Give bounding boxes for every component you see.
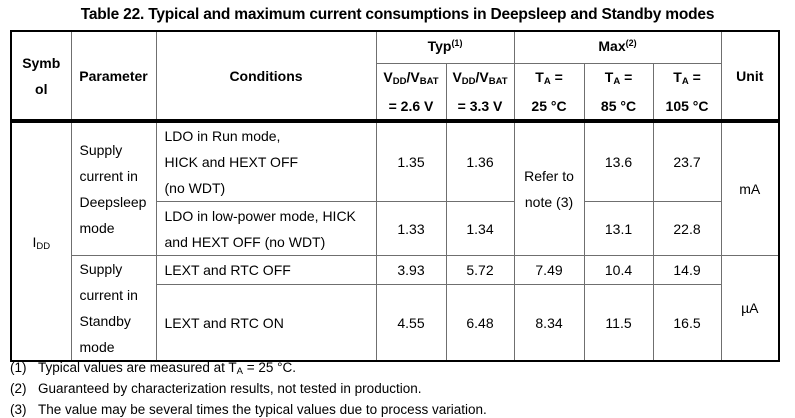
header-ta-105: TA = 105 °C [652,62,722,122]
t-symbol: T [535,68,544,85]
cell-conditions-rtc-on: LEXT and RTC ON [155,284,377,362]
a-subscript: A [681,75,689,87]
cell-max25-standby-on: 8.34 [513,284,585,362]
header-vdd-2v6: VDD/VBAT = 2.6 V [375,62,447,122]
header-symbol: Symb ol [10,30,72,122]
cell-max85-standby-off: 10.4 [583,254,654,286]
footnote-text: Guaranteed by characterization results, … [38,381,421,396]
table-row-deepsleep-run: IDD Supply current in Deepsleep mode LDO… [10,119,780,362]
cell-max105-standby-off: 14.9 [652,254,722,286]
cell-typ33-standby-on: 6.48 [445,284,515,362]
cell-max85-deepsleep-run: 13.6 [583,119,654,202]
table-row-standby-rtc-off: Supply current in Standby mode LEXT and … [11,254,780,362]
v-symbol: /V [475,68,489,85]
cell-max85-deepsleep-lp: 13.1 [583,201,654,256]
max-footnote-ref: (2) [625,38,637,49]
header-max-group: Max(2) [513,30,722,64]
header-parameter: Parameter [70,30,157,122]
temperature-value: 105 °C [665,97,709,114]
cell-typ33-standby-off: 5.72 [445,254,515,286]
ta-label: TA = [515,64,583,93]
bat-subscript: BAT [419,75,439,87]
footnote-text: Typical values are measured at TA = 25 °… [38,360,297,377]
footnote-number: (2) [10,381,27,396]
footnote-number: (3) [10,402,27,417]
footnote-text-pre: Typical values are measured at T [38,360,237,375]
footnote-text-pre: The value may be several times the typic… [38,402,487,417]
a-subscript: A [613,75,621,87]
vdd-vbat-label: VDD/VBAT [377,64,445,93]
cell-max85-standby-on: 11.5 [583,284,654,362]
header-conditions: Conditions [155,30,377,122]
cell-typ26-deepsleep-lp: 1.33 [375,201,447,256]
ta-label: TA = [585,64,652,93]
dd-subscript: DD [392,75,407,87]
cell-conditions-run-mode: LDO in Run mode, HICK and HEXT OFF (no W… [155,119,377,202]
table-title: Table 22. Typical and maximum current co… [80,6,715,23]
cell-max105-deepsleep-lp: 22.8 [652,201,722,256]
cell-conditions-lowpower-mode: LDO in low-power mode, HICK and HEXT OFF… [155,201,377,256]
footnote-text: The value may be several times the typic… [38,402,487,417]
footnote-2: (2) Guaranteed by characterization result… [10,379,487,400]
cell-symbol-idd: IDD [10,119,72,362]
a-subscript: A [543,75,551,87]
t-symbol: T [673,68,682,85]
cell-unit-ua: µA [720,255,780,362]
v-symbol: V [383,68,393,85]
header-typ-group: Typ(1) [375,30,515,64]
cell-max25-standby-off: 7.49 [513,254,585,286]
cell-typ26-standby-on: 4.55 [375,284,447,362]
max-label: Max [598,38,626,55]
typ-footnote-ref: (1) [451,38,463,49]
a-subscript: A [236,366,243,377]
consumption-table: Symb ol Parameter Conditions Typ(1) Max(… [10,30,781,362]
v-symbol: /V [406,68,420,85]
header-ta-85: TA = 85 °C [583,62,654,122]
cell-max25-refer-note: Refer to note (3) [513,119,585,256]
footnote-text-post: = 25 °C. [242,360,297,375]
bat-subscript: BAT [488,75,508,87]
header-unit: Unit [720,30,780,122]
dd-subscript: DD [461,75,476,87]
cell-typ26-deepsleep-run: 1.35 [375,119,447,202]
t-symbol: T [604,68,614,85]
footnote-1: (1) Typical values are measured at TA = 2… [10,358,487,379]
cell-parameter-standby: Supply current in Standby mode [70,255,157,362]
table-row-deepsleep-lowpower: LDO in low-power mode, HICK and HEXT OFF… [11,201,779,256]
header-vdd-3v3: VDD/VBAT = 3.3 V [445,62,515,122]
footnote-text-pre: Guaranteed by characterization results, … [38,381,422,396]
cell-typ26-standby-off: 3.93 [375,254,447,286]
equals-sign: = [620,68,633,85]
header-ta-25: TA = 25 °C [513,62,585,122]
voltage-value: = 2.6 V [388,97,434,114]
footnote-3: (3) The value may be several times the ty… [10,400,487,418]
equals-sign: = [688,68,701,85]
equals-sign: = [550,68,563,85]
v-symbol: V [452,68,462,85]
footnotes-block: (1) Typical values are measured at TA = 2… [10,358,487,418]
cell-conditions-rtc-off: LEXT and RTC OFF [155,254,377,286]
footnote-number: (1) [10,360,27,375]
cell-max105-standby-on: 16.5 [652,284,722,362]
header-row-groups: Symb ol Parameter Conditions Typ(1) Max(… [10,30,780,122]
current-symbol: I [32,233,37,250]
cell-max105-deepsleep-run: 23.7 [652,119,722,202]
header-row-subcolumns: VDD/VBAT = 2.6 V VDD/VBAT = 3.3 V TA = 2… [11,62,779,122]
cell-unit-ma: mA [720,119,780,256]
typ-label: Typ [427,38,452,55]
table-row-standby-rtc-on: LEXT and RTC ON 4.55 6.48 8.34 11.5 16.5 [11,284,779,362]
temperature-value: 25 °C [531,97,567,114]
voltage-value: = 3.3 V [457,97,503,114]
dd-subscript: DD [36,240,51,252]
cell-typ33-deepsleep-lp: 1.34 [445,201,515,256]
vdd-vbat-label: VDD/VBAT [447,64,513,93]
temperature-value: 85 °C [600,97,637,114]
ta-label: TA = [654,64,720,93]
cell-typ33-deepsleep-run: 1.36 [445,119,515,202]
cell-parameter-deepsleep: Supply current in Deepsleep mode [70,119,157,256]
